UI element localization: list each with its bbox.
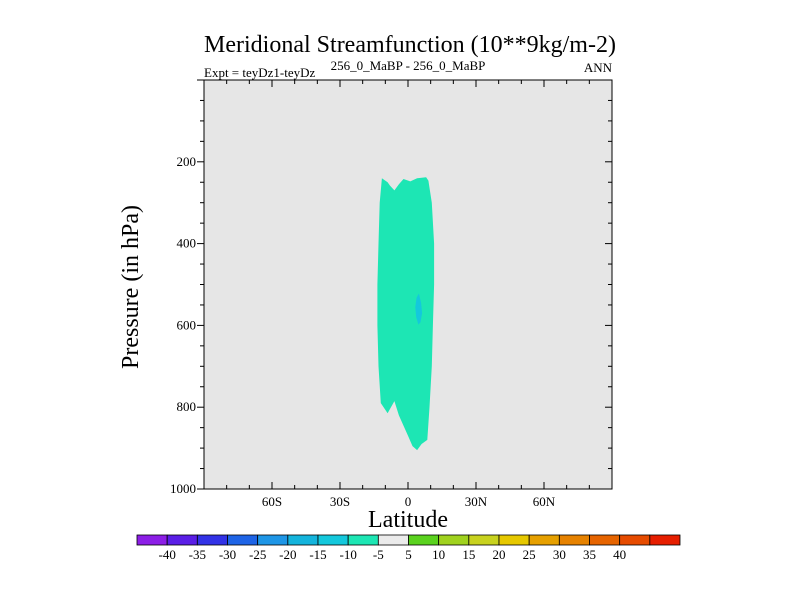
colorbar-label: -40: [158, 547, 175, 562]
colorbar-swatch: [166, 534, 198, 546]
colorbar-swatch: [317, 534, 349, 546]
contour-regions: [377, 177, 435, 451]
colorbar-swatch: [468, 534, 500, 546]
cell-minus-10-to-minus-5: [377, 177, 435, 451]
colorbar-swatch: [257, 534, 289, 546]
colorbar-swatch: [227, 534, 259, 546]
y-tick-label: 400: [177, 236, 197, 251]
colorbar-label: -20: [279, 547, 296, 562]
colorbar-label: 35: [583, 547, 596, 562]
y-tick-label: 800: [177, 399, 197, 414]
colorbar-label: 5: [405, 547, 412, 562]
x-tick-label: 30N: [465, 494, 488, 509]
y-tick-label: 600: [177, 317, 197, 332]
colorbar-swatch: [347, 534, 379, 546]
colorbar: [136, 534, 681, 546]
cell-minus-15-to-minus-10: [415, 293, 423, 325]
colorbar-label: 25: [523, 547, 536, 562]
colorbar-label: 20: [493, 547, 506, 562]
colorbar-label: 40: [613, 547, 626, 562]
y-tick-label: 1000: [170, 481, 196, 496]
colorbar-swatch: [528, 534, 560, 546]
x-tick-label: 60N: [533, 494, 556, 509]
colorbar-label: -10: [339, 547, 356, 562]
colorbar-label: -15: [309, 547, 326, 562]
x-tick-label: 0: [405, 494, 412, 509]
colorbar-label: -25: [249, 547, 266, 562]
subtitle-right: ANN: [584, 60, 613, 75]
colorbar-label: 15: [462, 547, 475, 562]
x-tick-labels: 60S 30S 0 30N 60N: [262, 494, 556, 509]
colorbar-swatch: [558, 534, 590, 546]
y-tick-labels: 200 400 600 800 1000: [170, 154, 196, 496]
y-tick-label: 200: [177, 154, 197, 169]
colorbar-label: -35: [189, 547, 206, 562]
colorbar-label: -30: [219, 547, 236, 562]
colorbar-swatch: [136, 534, 168, 546]
x-axis-label: Latitude: [368, 507, 448, 533]
subtitle-left: Expt = teyDz1-teyDz: [204, 65, 316, 80]
colorbar-swatch: [649, 534, 681, 546]
colorbar-swatch: [408, 534, 440, 546]
colorbar-swatch: [196, 534, 228, 546]
axis-ticks: [197, 79, 613, 490]
colorbar-swatch: [377, 534, 409, 546]
colorbar-swatch: [438, 534, 470, 546]
colorbar-labels: -40 -35 -30 -25 -20 -15 -10 -5 5 10 15 20 25 30 35 40: [158, 547, 626, 562]
colorbar-swatch: [589, 534, 621, 546]
colorbar-label: 30: [553, 547, 566, 562]
subtitle-center: 256_0_MaBP - 256_0_MaBP: [331, 58, 486, 73]
colorbar-swatch: [498, 534, 530, 546]
chart-title: Meridional Streamfunction (10**9kg/m-2): [204, 32, 616, 58]
colorbar-swatch: [619, 534, 651, 546]
y-axis-label: Pressure (in hPa): [118, 205, 144, 369]
x-tick-label: 30S: [330, 494, 350, 509]
colorbar-label: 10: [432, 547, 445, 562]
colorbar-label: -5: [373, 547, 384, 562]
colorbar-swatch: [287, 534, 319, 546]
x-tick-label: 60S: [262, 494, 282, 509]
